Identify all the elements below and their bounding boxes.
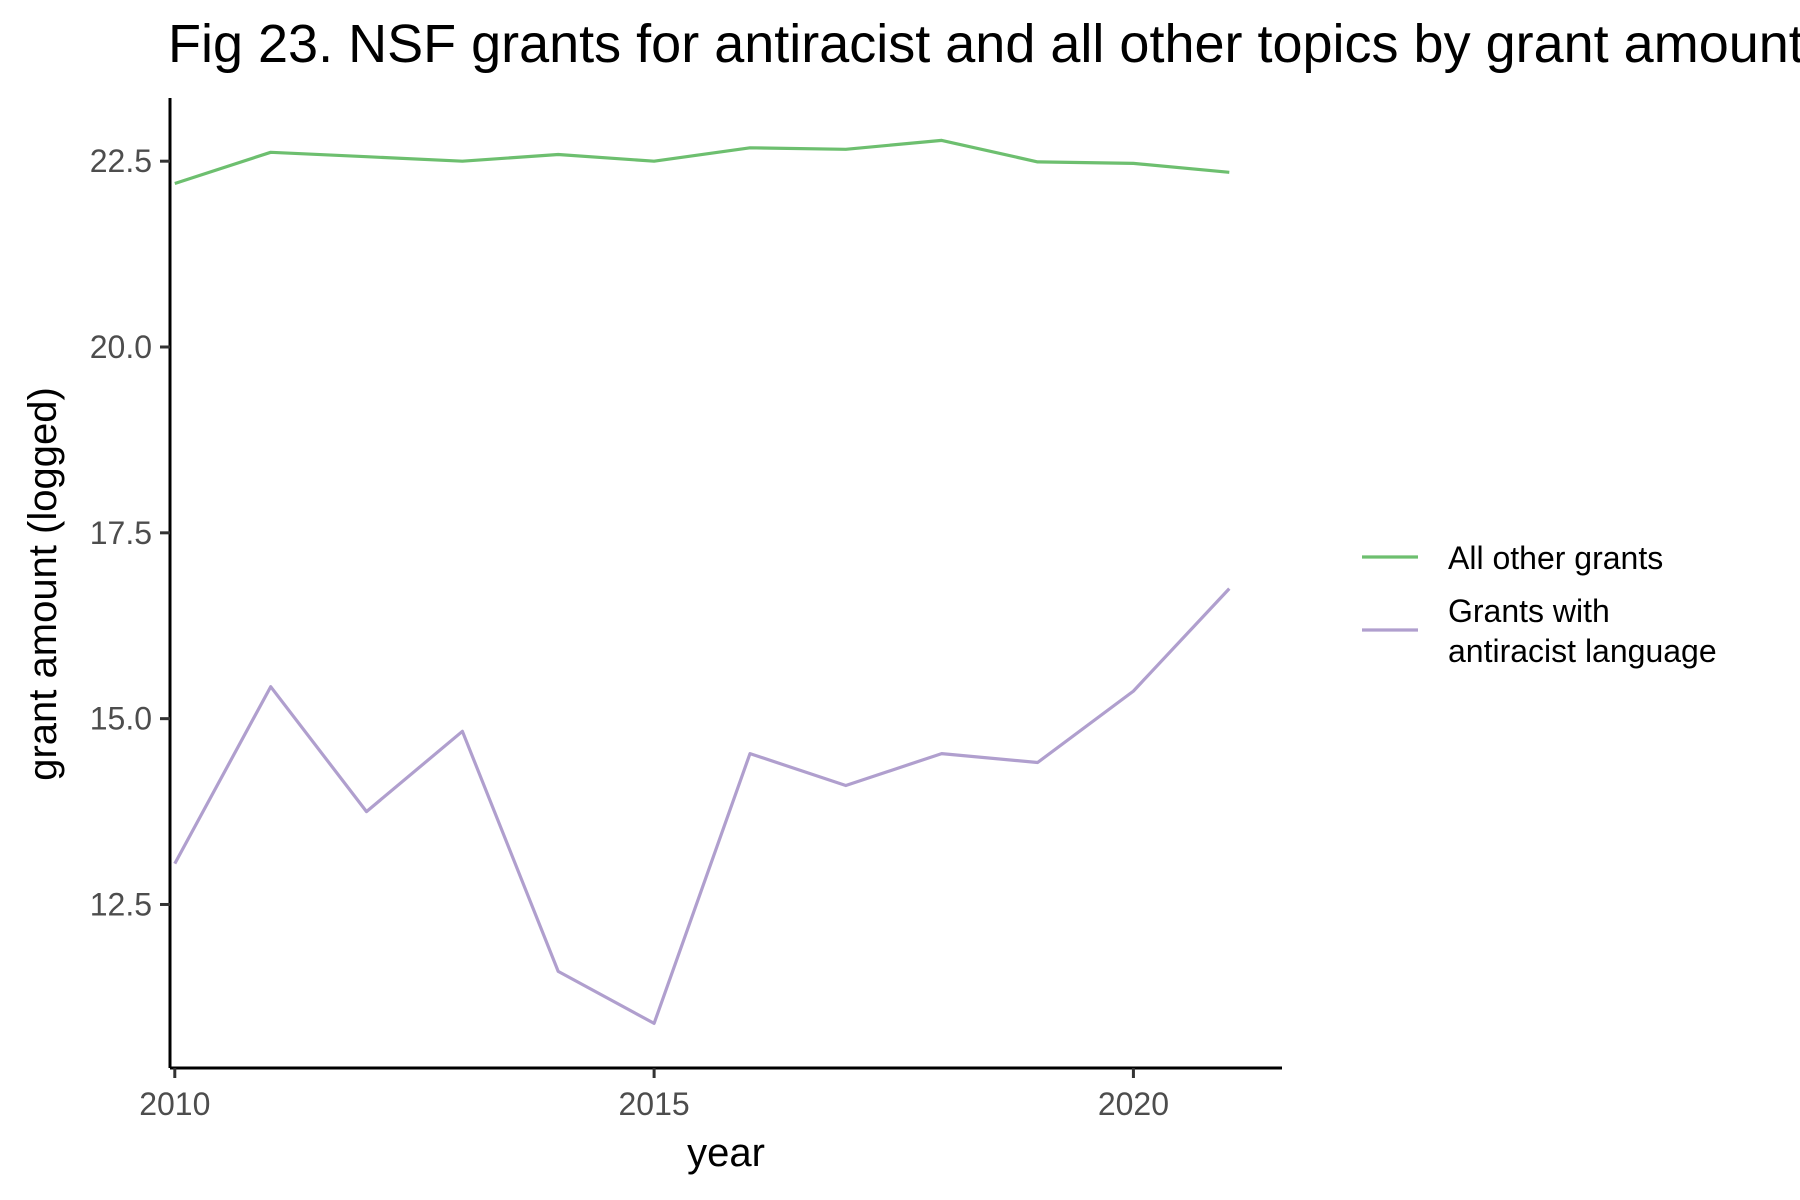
data-point (460, 729, 464, 733)
data-point (940, 752, 944, 756)
series-layer (173, 138, 1231, 1026)
plot-area: 12.5 15.0 17.5 20.0 22.5 2010 2015 2020 (90, 98, 1282, 1122)
data-point (844, 147, 848, 151)
data-point (173, 182, 177, 186)
x-axis-ticks: 2010 2015 2020 (139, 1068, 1169, 1122)
legend: All other grants Grants with antiracist la… (1362, 540, 1717, 669)
x-tick-label: 2020 (1098, 1086, 1169, 1122)
x-tick-label: 2010 (139, 1086, 210, 1122)
data-point (652, 159, 656, 163)
y-tick-label: 20.0 (90, 329, 152, 365)
y-axis-ticks: 12.5 15.0 17.5 20.0 22.5 (90, 143, 170, 922)
legend-label-line: All other grants (1448, 540, 1663, 576)
data-point (269, 150, 273, 154)
data-point (269, 685, 273, 689)
y-tick-label: 17.5 (90, 515, 152, 551)
x-tick-label: 2015 (619, 1086, 690, 1122)
legend-label-line: Grants with (1448, 593, 1610, 629)
series-all-other-grants (173, 138, 1231, 186)
y-tick-label: 12.5 (90, 886, 152, 922)
data-point (365, 155, 369, 159)
data-point (748, 146, 752, 150)
series-antiracist-grants (173, 587, 1231, 1026)
legend-item: All other grants (1362, 540, 1663, 576)
y-tick-label: 15.0 (90, 701, 152, 737)
data-point (1227, 587, 1231, 591)
y-tick-label: 22.5 (90, 143, 152, 179)
series-line (174, 138, 1230, 186)
data-point (460, 159, 464, 163)
data-point (1131, 689, 1135, 693)
data-point (556, 153, 560, 157)
data-point (365, 810, 369, 814)
data-point (748, 752, 752, 756)
data-point (1131, 161, 1135, 165)
data-point (556, 969, 560, 973)
data-point (844, 784, 848, 788)
data-point (652, 1021, 656, 1025)
legend-label: All other grants (1448, 540, 1663, 576)
legend-label-line: antiracist language (1448, 633, 1717, 669)
legend-label: Grants with antiracist language (1448, 593, 1717, 669)
data-point (940, 138, 944, 142)
chart-title: Fig 23. NSF grants for antiracist and al… (168, 14, 1800, 74)
x-axis-title: year (687, 1131, 765, 1175)
data-point (1036, 761, 1040, 765)
series-line (173, 587, 1231, 1026)
data-point (1036, 160, 1040, 164)
legend-item: Grants with antiracist language (1362, 593, 1717, 669)
y-axis-title: grant amount (logged) (21, 387, 65, 781)
data-point (173, 862, 177, 866)
data-point (1227, 170, 1231, 174)
